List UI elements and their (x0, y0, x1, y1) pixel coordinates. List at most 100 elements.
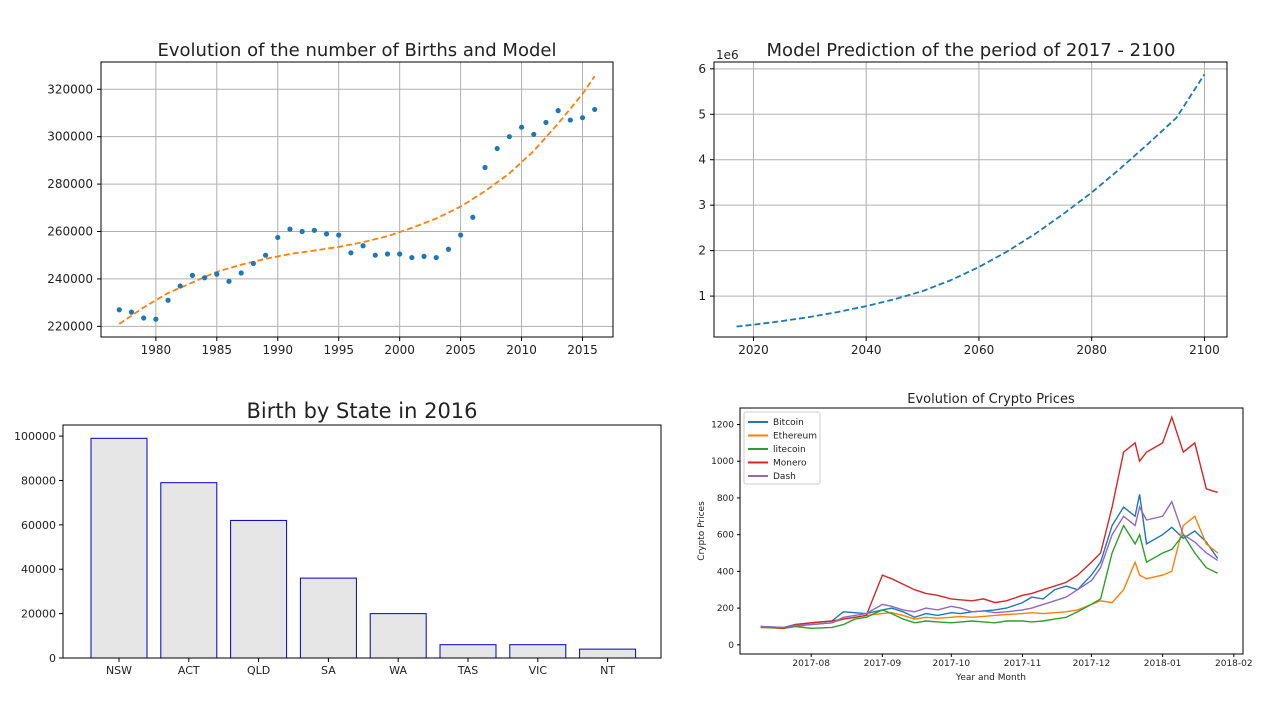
crypto-prices-chart: Evolution of Crypto Prices Year and Mont… (697, 392, 1253, 683)
prediction-plot-frame (713, 61, 1228, 338)
crypto-xlabel: Year and Month (955, 673, 1026, 683)
births-data-point (250, 260, 256, 267)
state-ytick-label: 100000 (14, 430, 56, 443)
prediction-ytick-label: 6 (698, 62, 706, 76)
births-axes: 1980 1985 1990 1995 2000 2005 2010 2015 220000 24… (47, 61, 614, 357)
births-ytick-label: 260000 (47, 225, 93, 239)
births-ytick-label: 240000 (47, 272, 93, 286)
births-data-point (226, 278, 232, 284)
crypto-ytick-label: 1200 (711, 421, 734, 431)
births-data-point (518, 124, 525, 130)
births-data-point (445, 246, 452, 252)
crypto-legend: Bitcoin Ethereum litecoin Monero Dash (743, 411, 821, 485)
state-bar (299, 577, 357, 659)
births-xtick-label: 1985 (202, 343, 233, 357)
state-ytick-label: 60000 (21, 519, 56, 532)
births-data-point (433, 254, 439, 261)
births-by-state-chart: Birth by State in 2016 NSW ACT QLD SA WA TAS V… (14, 399, 662, 677)
state-category-label: VIC (529, 664, 548, 677)
prediction-ytick-label: 5 (698, 107, 706, 121)
state-category-label: SA (321, 664, 336, 677)
crypto-xtick-label: 2017-09 (864, 659, 902, 669)
crypto-legend-label: Monero (773, 459, 807, 469)
prediction-marks (736, 73, 1206, 328)
births-data-point (506, 134, 512, 140)
crypto-lines (760, 415, 1219, 630)
prediction-chart-title: Model Prediction of the period of 2017 -… (767, 40, 1176, 61)
crypto-ytick-label: 600 (717, 531, 734, 541)
state-category-label: NT (600, 664, 615, 677)
state-ytick-label: 20000 (21, 608, 56, 621)
prediction-ytick-label: 4 (698, 153, 706, 167)
crypto-xtick-label: 2017-12 (1073, 659, 1111, 669)
state-chart-title: Birth by State in 2016 (246, 399, 477, 423)
state-category-label: ACT (178, 664, 200, 677)
births-data-point (165, 297, 171, 303)
crypto-ytick-label: 1000 (711, 457, 734, 467)
state-category-label: TAS (457, 664, 478, 677)
crypto-legend-label: Dash (773, 472, 796, 482)
births-xtick-label: 1990 (262, 343, 293, 357)
births-data-point (262, 252, 269, 258)
crypto-plot-frame (739, 407, 1244, 655)
births-data-point (348, 250, 354, 256)
births-data-point (555, 107, 561, 114)
state-category-label: NSW (106, 664, 132, 677)
prediction-grid (714, 62, 1227, 337)
births-data-point (336, 232, 342, 238)
births-data-point (214, 271, 220, 277)
births-data-point (397, 251, 403, 257)
prediction-curve (736, 73, 1206, 328)
births-data-point (177, 283, 183, 289)
births-plot-frame (100, 61, 614, 338)
state-bar (439, 644, 497, 659)
crypto-xtick-label: 2017-10 (933, 659, 971, 669)
births-data-point (141, 315, 147, 321)
births-data-point (579, 115, 586, 121)
births-data-point (116, 307, 122, 313)
crypto-chart-title: Evolution of Crypto Prices (907, 392, 1075, 407)
births-data-point (409, 254, 415, 261)
crypto-legend-label: Ethereum (773, 432, 817, 442)
crypto-ytick-label: 800 (717, 494, 734, 504)
prediction-xtick-label: 2060 (964, 343, 995, 357)
births-data-point (311, 227, 317, 233)
state-bar (90, 437, 148, 659)
births-ytick-label: 320000 (47, 82, 93, 96)
births-xtick-label: 2015 (567, 343, 598, 357)
prediction-ytick-label: 3 (698, 198, 706, 212)
crypto-ytick-label: 0 (728, 641, 734, 651)
crypto-legend-label: Bitcoin (773, 418, 804, 428)
births-ytick-label: 220000 (47, 319, 93, 333)
crypto-line-bitcoin (760, 494, 1219, 629)
prediction-ytick-label: 2 (698, 244, 706, 258)
prediction-chart: Model Prediction of the period of 2017 -… (698, 40, 1228, 357)
state-ytick-label: 0 (49, 652, 56, 665)
state-bar (369, 613, 427, 659)
births-xtick-label: 2005 (445, 343, 476, 357)
births-model-chart: Evolution of the number of Births and Mo… (47, 40, 614, 357)
prediction-xtick-label: 2100 (1189, 343, 1220, 357)
births-data-point (128, 309, 135, 315)
prediction-axes: 2020 2040 2060 2080 2100 1 2 3 4 5 6 (698, 61, 1228, 357)
crypto-line-monero (760, 415, 1218, 630)
births-ytick-label: 300000 (47, 130, 93, 144)
births-xtick-label: 1980 (141, 343, 172, 357)
crypto-ylabel: Crypto Prices (697, 501, 707, 561)
births-xtick-label: 2010 (506, 343, 537, 357)
births-data-point (202, 275, 208, 281)
births-data-point (299, 228, 305, 235)
births-grid (101, 62, 613, 337)
births-xtick-label: 2000 (384, 343, 415, 357)
state-category-label: QLD (247, 664, 270, 677)
births-xtick-label: 1995 (323, 343, 354, 357)
births-data-point (470, 214, 476, 220)
crypto-ytick-label: 200 (717, 604, 734, 614)
crypto-xtick-label: 2017-11 (1004, 659, 1042, 669)
crypto-legend-label: litecoin (773, 445, 806, 455)
state-bar (509, 644, 567, 659)
births-data-point (494, 145, 500, 152)
births-data-point (482, 164, 488, 171)
births-marks (116, 75, 598, 325)
